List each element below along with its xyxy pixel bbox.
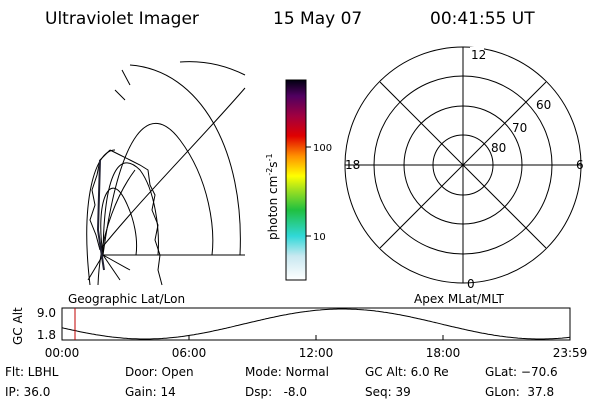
label-bg xyxy=(470,47,484,61)
mlat-label: 80 xyxy=(491,141,506,155)
instrument: Ultraviolet Imager xyxy=(45,9,199,29)
x-tick-label: 06:00 xyxy=(172,346,207,360)
status-field: Door: Open xyxy=(125,365,194,379)
panel-caption: Apex MLat/MLT xyxy=(414,292,504,306)
colorbar-tick: 10 xyxy=(313,232,326,243)
date: 15 May 07 xyxy=(273,9,362,29)
panel-caption: Geographic Lat/Lon xyxy=(68,292,185,306)
y-tick-label: 1.8 xyxy=(37,328,56,342)
y-label: GC Alt xyxy=(11,307,25,345)
exponent: -1 xyxy=(265,153,274,161)
colorbar xyxy=(285,79,307,281)
status-field: Seq: 39 xyxy=(365,385,411,399)
mlt-label: 6 xyxy=(576,158,584,172)
altitude-curve xyxy=(61,308,571,340)
y-tick-label: 9.0 xyxy=(37,306,56,320)
mlat-label: 70 xyxy=(512,121,527,135)
unit: s xyxy=(266,161,280,167)
x-tick-label: 23:59 xyxy=(553,346,588,360)
mlt-label: 12 xyxy=(471,48,486,62)
mlt-label: 0 xyxy=(467,277,475,291)
status-field: Flt: LBHL xyxy=(5,365,59,379)
status-field: Gain: 14 xyxy=(125,385,176,399)
x-tick-label: 00:00 xyxy=(45,346,80,360)
unit: photon cm xyxy=(266,176,280,240)
x-tick-label: 12:00 xyxy=(299,346,334,360)
mlt-label: 18 xyxy=(345,158,360,172)
coastline xyxy=(96,159,105,271)
status-field: GLon: 37.8 xyxy=(485,385,554,399)
colorbar-label: photon cm-2s-1 xyxy=(265,153,280,240)
status-field: IP: 36.0 xyxy=(5,385,50,399)
status-field: GC Alt: 6.0 Re xyxy=(365,365,449,379)
colorbar-tick: 100 xyxy=(313,143,332,154)
mlat-label: 60 xyxy=(536,98,551,112)
exponent: -2 xyxy=(265,168,274,176)
polar-grid xyxy=(344,46,582,284)
time: 00:41:55 UT xyxy=(430,9,535,29)
status-field: Mode: Normal xyxy=(245,365,329,379)
status-field: GLat: −70.6 xyxy=(485,365,558,379)
geo-grid xyxy=(86,61,246,286)
status-field: Dsp: -8.0 xyxy=(245,385,307,399)
x-tick-label: 18:00 xyxy=(426,346,461,360)
